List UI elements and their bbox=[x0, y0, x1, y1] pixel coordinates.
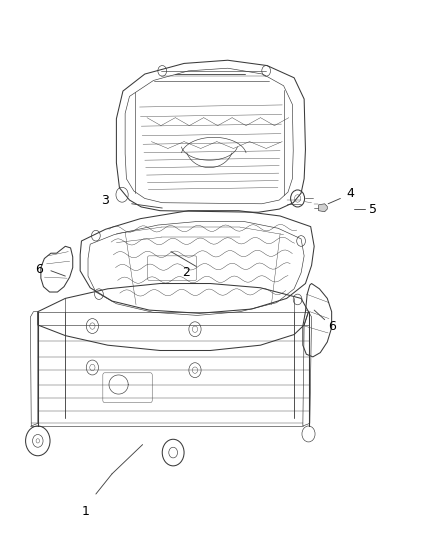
Text: 1: 1 bbox=[82, 505, 90, 518]
Text: 6: 6 bbox=[328, 320, 336, 333]
Polygon shape bbox=[318, 204, 327, 212]
Text: 3: 3 bbox=[102, 193, 110, 207]
Text: 4: 4 bbox=[346, 187, 354, 200]
Text: 6: 6 bbox=[35, 263, 43, 276]
Text: 2: 2 bbox=[182, 266, 190, 279]
Text: 5: 5 bbox=[369, 203, 377, 215]
